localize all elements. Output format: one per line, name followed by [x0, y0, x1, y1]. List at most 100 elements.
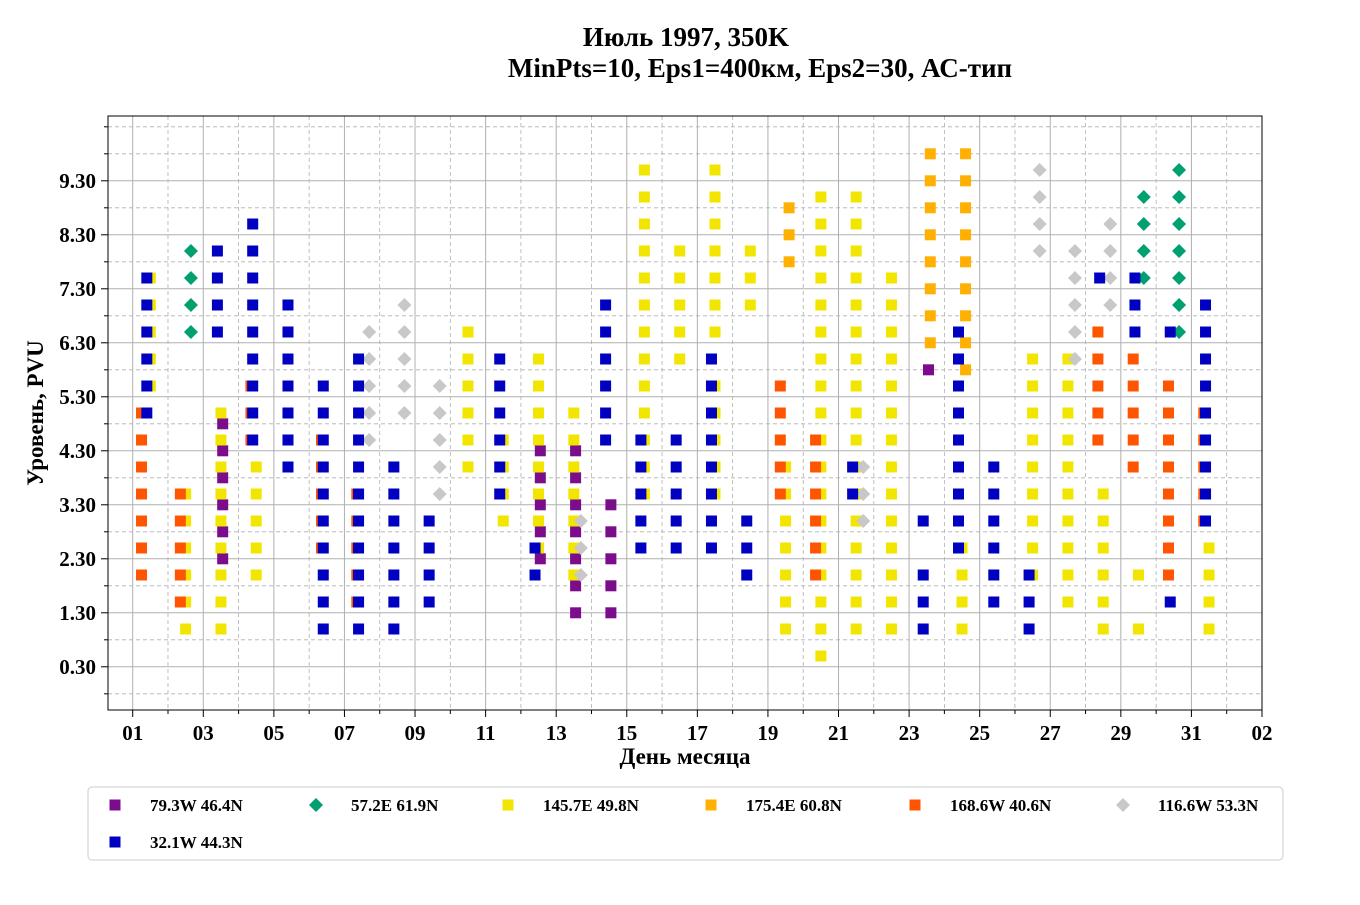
legend-label: 168.6W 40.6N: [950, 796, 1052, 815]
data-point: [215, 434, 227, 446]
data-point: [1200, 434, 1212, 446]
data-point: [362, 379, 377, 393]
data-point: [638, 380, 650, 392]
data-point: [174, 596, 186, 608]
data-point: [353, 407, 365, 419]
legend-marker: [109, 799, 121, 811]
data-point: [432, 406, 447, 420]
data-point: [847, 461, 859, 473]
data-point: [462, 353, 474, 365]
x-tick-label: 31: [1181, 721, 1202, 745]
x-tick-label: 15: [616, 721, 637, 745]
data-point: [1103, 271, 1118, 285]
data-point: [1200, 407, 1212, 419]
legend-marker: [705, 799, 717, 811]
data-point: [741, 569, 753, 581]
data-point: [423, 596, 435, 608]
data-point: [1162, 461, 1174, 473]
data-point: [1203, 542, 1215, 554]
data-point: [353, 488, 365, 500]
data-point: [215, 488, 227, 500]
data-point: [282, 407, 294, 419]
data-point: [570, 499, 582, 511]
data-point: [635, 461, 647, 473]
data-point: [136, 434, 148, 446]
data-point: [960, 202, 972, 214]
data-point: [494, 488, 506, 500]
legend: 79.3W 46.4N 57.2E 61.9N 145.7E 49.8N 175.4E…: [87, 786, 1284, 861]
data-point: [856, 514, 871, 528]
data-point: [534, 445, 546, 457]
data-point: [1129, 299, 1141, 311]
data-point: [1164, 326, 1176, 338]
data-point: [573, 541, 588, 555]
data-point: [215, 461, 227, 473]
data-point: [960, 175, 972, 187]
data-point: [568, 407, 580, 419]
legend-marker: [1116, 798, 1130, 812]
data-point: [282, 299, 294, 311]
legend-label: 32.1W 44.3N: [150, 833, 243, 852]
data-point: [183, 325, 198, 339]
data-point: [953, 515, 965, 527]
data-point: [362, 406, 377, 420]
data-point: [217, 418, 229, 430]
data-point: [1136, 244, 1151, 258]
data-point: [924, 202, 936, 214]
data-point: [462, 461, 474, 473]
data-point: [568, 542, 580, 554]
data-point: [1203, 596, 1215, 608]
data-point: [317, 623, 329, 635]
x-tick-label: 11: [476, 721, 496, 745]
data-point: [247, 218, 259, 230]
data-point: [988, 461, 1000, 473]
data-point: [247, 353, 259, 365]
data-point: [815, 272, 827, 284]
data-point: [353, 596, 365, 608]
data-point: [247, 407, 259, 419]
y-tick-label: 7.30: [59, 277, 96, 301]
data-point: [1067, 271, 1082, 285]
data-point: [885, 407, 897, 419]
x-tick-label: 05: [263, 721, 284, 745]
data-point: [1097, 623, 1109, 635]
x-tick-label: 19: [757, 721, 778, 745]
data-point: [1092, 380, 1104, 392]
data-point: [141, 299, 153, 311]
data-point: [885, 434, 897, 446]
data-point: [1136, 190, 1151, 204]
data-point: [1027, 407, 1039, 419]
x-tick-label: 03: [193, 721, 214, 745]
data-point: [432, 433, 447, 447]
data-point: [570, 445, 582, 457]
data-point: [924, 256, 936, 268]
data-point: [638, 218, 650, 230]
data-point: [1162, 407, 1174, 419]
data-point: [953, 461, 965, 473]
data-point: [432, 487, 447, 501]
data-point: [600, 380, 612, 392]
data-point: [885, 488, 897, 500]
data-point: [850, 245, 862, 257]
data-point: [600, 407, 612, 419]
data-point: [741, 515, 753, 527]
data-point: [638, 353, 650, 365]
data-point: [1062, 542, 1074, 554]
legend-label: 116.6W 53.3N: [1158, 796, 1259, 815]
data-point: [568, 434, 580, 446]
data-point: [960, 229, 972, 241]
data-point: [568, 461, 580, 473]
data-point: [924, 229, 936, 241]
data-point: [1127, 434, 1139, 446]
data-point: [960, 364, 972, 376]
data-point: [217, 553, 229, 565]
data-point: [670, 434, 682, 446]
data-point: [1127, 380, 1139, 392]
data-point: [1200, 353, 1212, 365]
chart-title: Июль 1997, 350K: [583, 22, 789, 52]
data-point: [850, 380, 862, 392]
data-point: [960, 256, 972, 268]
data-point: [956, 596, 968, 608]
data-point: [534, 499, 546, 511]
data-point: [217, 499, 229, 511]
